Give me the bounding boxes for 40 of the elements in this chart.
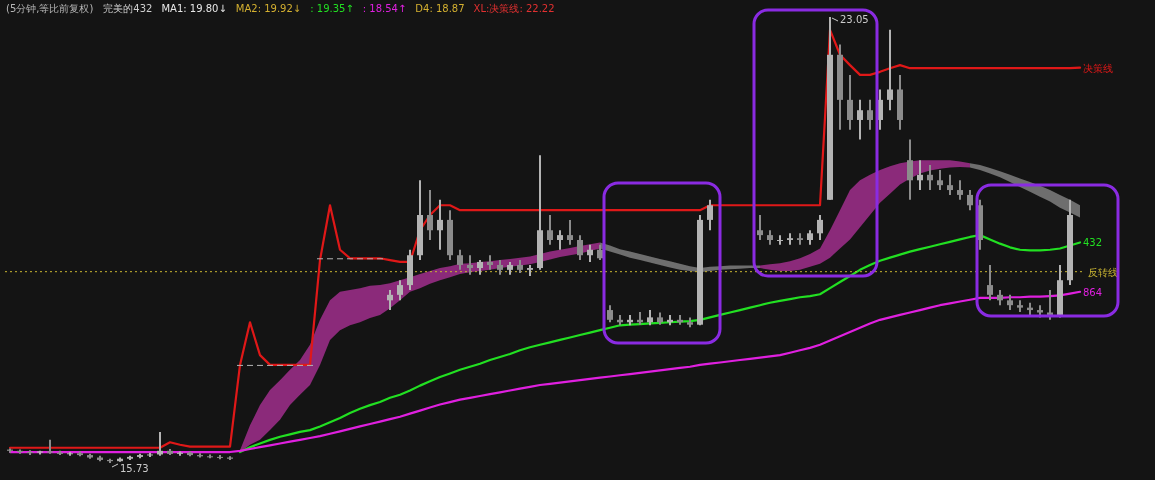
candlestick bbox=[397, 279, 403, 302]
text: MA2: 19.92↓ bbox=[235, 3, 302, 14]
candlestick bbox=[857, 98, 863, 141]
text: D4: 18.87 bbox=[415, 3, 465, 14]
text: 完美的432 bbox=[103, 3, 153, 14]
candlestick bbox=[437, 198, 443, 251]
candlestick bbox=[707, 198, 713, 232]
candlestick bbox=[867, 98, 873, 131]
candlestick bbox=[387, 288, 393, 312]
text: 15.73 bbox=[120, 463, 149, 474]
text: MA1: 19.80↓ bbox=[161, 3, 227, 14]
candlestick bbox=[847, 73, 853, 131]
candlestick bbox=[577, 234, 583, 262]
candlestick bbox=[917, 159, 923, 192]
candlestick bbox=[937, 168, 943, 192]
candlestick bbox=[567, 218, 573, 246]
candlestick bbox=[757, 214, 763, 241]
text: XL:决策线: 22.22 bbox=[473, 3, 555, 14]
candlestick bbox=[907, 138, 913, 201]
candlestick bbox=[967, 189, 973, 212]
candlestick bbox=[957, 179, 963, 201]
candlestick bbox=[427, 189, 433, 241]
candlestick bbox=[457, 248, 463, 271]
text: : 18.54↑ bbox=[362, 3, 407, 14]
candlestick bbox=[927, 164, 933, 192]
text: : 19.35↑ bbox=[310, 3, 354, 14]
series-label: 864 bbox=[1083, 286, 1103, 298]
candlestick bbox=[467, 254, 473, 276]
text: 23.05 bbox=[840, 14, 869, 25]
ref-line-label: 反转线 bbox=[1088, 266, 1118, 278]
candlestick bbox=[887, 28, 893, 112]
series-label: 432 bbox=[1083, 237, 1103, 249]
candlestick bbox=[987, 263, 993, 302]
candlestick bbox=[947, 173, 953, 196]
series-label: 决策线 bbox=[1083, 62, 1113, 74]
chart-title: (5分钟,等比前复权) bbox=[6, 3, 94, 14]
candlestick bbox=[817, 214, 823, 241]
candlestick bbox=[557, 229, 563, 251]
candlestick bbox=[547, 214, 553, 246]
candlestick bbox=[777, 234, 783, 246]
